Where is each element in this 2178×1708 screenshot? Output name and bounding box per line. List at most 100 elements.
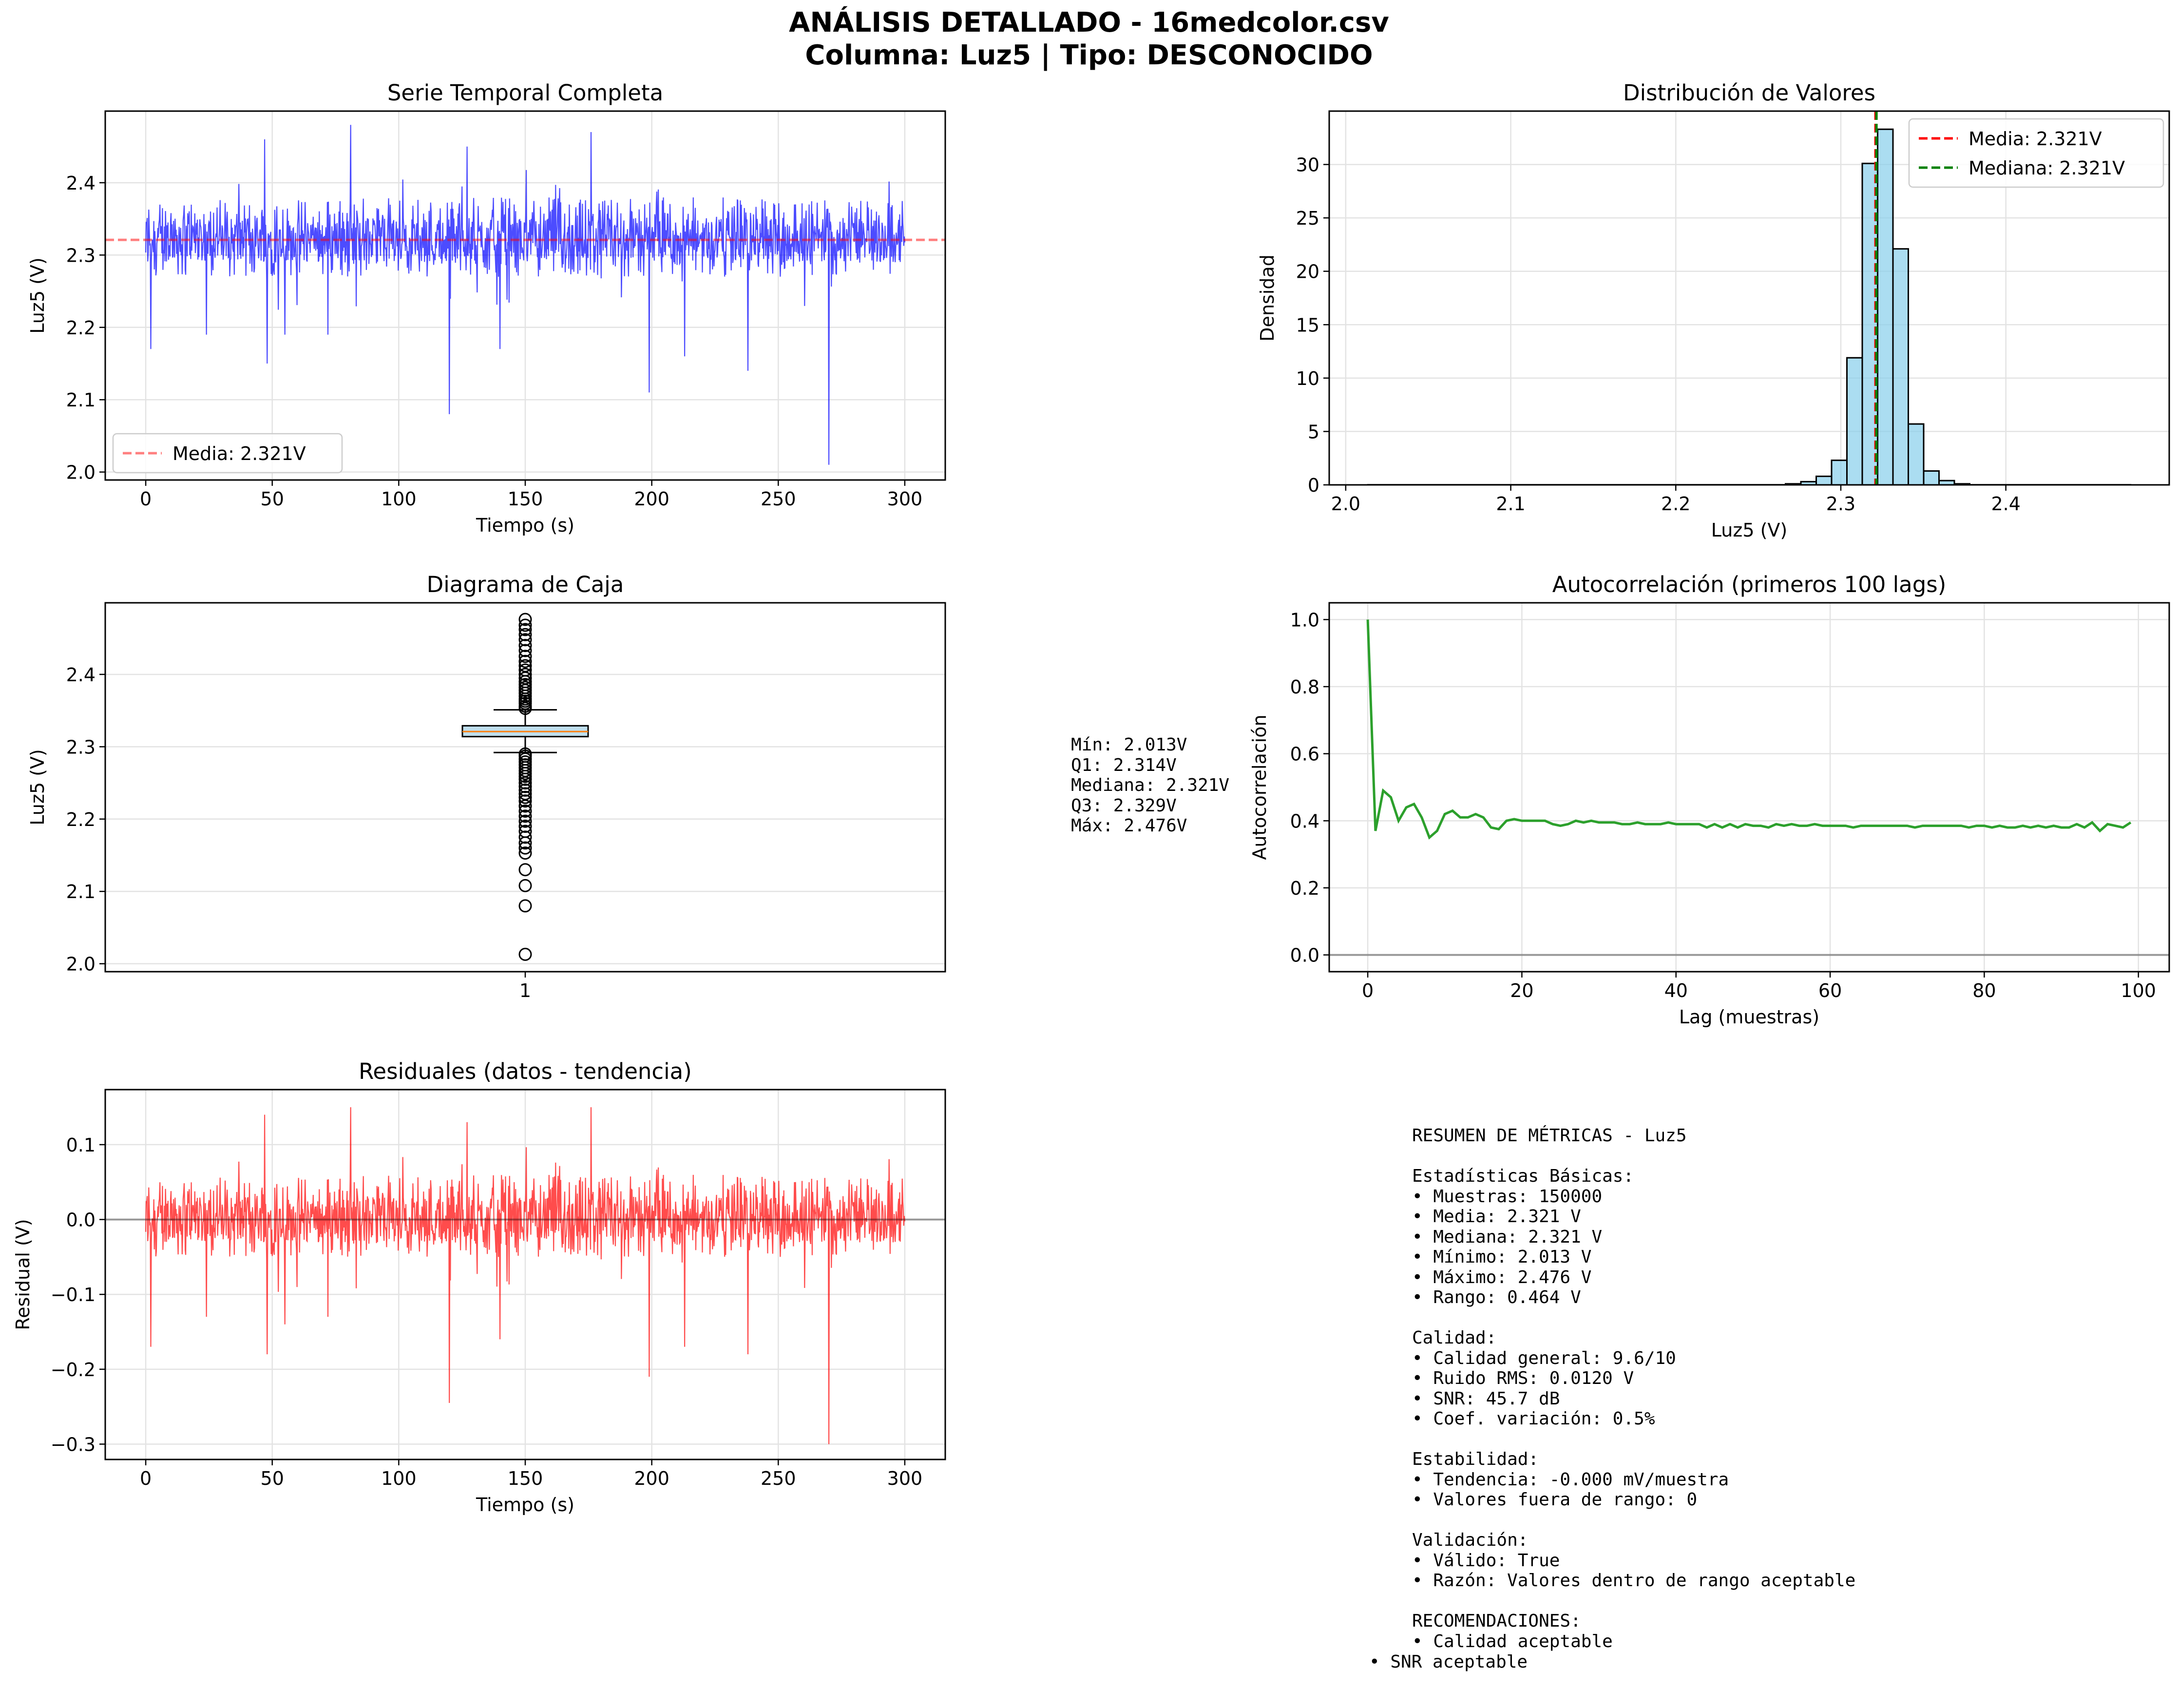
y-tick-label: 0.2 (1290, 878, 1319, 899)
outlier-point (518, 772, 532, 786)
y-tick-label: 1.0 (1290, 609, 1319, 631)
histogram-bar (1908, 423, 1925, 486)
summary-line: • Coef. variación: 0.5% (1412, 1409, 1655, 1429)
summary-line: • Válido: True (1412, 1550, 1560, 1571)
outlier-point (518, 623, 532, 636)
summary-line (1412, 1591, 1855, 1612)
x-tick-label: 20 (1510, 980, 1533, 1001)
summary-line: • Calidad general: 9.6/10 (1412, 1348, 1676, 1368)
x-tick-label: 40 (1664, 980, 1688, 1001)
outlier-point (518, 799, 532, 813)
x-tick-label: 60 (1818, 980, 1842, 1001)
legend-label: Media: 2.321V (1968, 128, 2102, 150)
y-tick-label: 0 (1308, 475, 1319, 496)
outlier-point (518, 820, 532, 833)
summary-line: RESUMEN DE MÉTRICAS - Luz5 (1412, 1126, 1687, 1146)
x-tick-label: 300 (887, 488, 923, 510)
summary-line: • Mínimo: 2.013 V (1412, 1247, 1592, 1267)
outlier-point (518, 814, 532, 828)
outlier-point (518, 804, 532, 818)
histogram-bar (1923, 470, 1940, 486)
histogram-bar (1877, 128, 1894, 486)
y-tick-label: 0.6 (1290, 744, 1319, 765)
outlier-point (518, 639, 532, 652)
summary-line (1412, 1146, 1855, 1167)
x-tick-label: 100 (381, 488, 417, 510)
autocorrelation-line (1366, 619, 2132, 840)
legend-box (1908, 118, 2164, 188)
y-axis-label: Densidad (1257, 254, 1278, 342)
y-tick-label: 2.1 (66, 881, 96, 902)
plot-frame (1328, 602, 2170, 973)
outlier-point (518, 663, 532, 677)
outlier-point (518, 650, 532, 663)
x-tick-label: 200 (634, 1468, 669, 1489)
summary-line: Validación: (1412, 1530, 1528, 1550)
y-axis-label: Luz5 (V) (27, 257, 48, 333)
chart-0: 2.0 2.1 2.2 2.3 2.4 0 50 100 150 200 250 300 Serie T… (27, 80, 946, 536)
outlier-point (518, 659, 532, 672)
plot-frame (104, 602, 946, 973)
outlier-point (518, 783, 532, 797)
summary-line: • Calidad aceptable (1412, 1631, 1613, 1651)
x-tick-label: 2.0 (1331, 493, 1360, 515)
summary-line: • Ruido RMS: 0.0120 V (1412, 1368, 1634, 1388)
histogram-bar (1831, 460, 1848, 486)
x-tick-label: 0 (140, 1468, 152, 1489)
outlier-point (518, 809, 532, 823)
x-tick-label: 150 (508, 1468, 543, 1489)
summary-line (1412, 1429, 1855, 1450)
chart-title: Diagrama de Caja (427, 572, 624, 597)
summary-line: • Máximo: 2.476 V (1412, 1267, 1592, 1287)
box-stats-line: Máx: 2.476V (1071, 816, 1187, 836)
summary-line: • Rango: 0.464 V (1412, 1287, 1581, 1307)
y-tick-label: 2.2 (66, 317, 96, 339)
summary-line: Estadísticas Básicas: (1412, 1166, 1634, 1186)
y-tick-label: 2.4 (66, 664, 96, 686)
chart-4: −0.3 −0.2 −0.1 0.0 0.1 0 50 100 150 200 250 300 Resi… (12, 1058, 946, 1516)
y-tick-label: 10 (1296, 368, 1319, 389)
y-tick-label: 20 (1296, 261, 1319, 283)
y-tick-label: −0.1 (51, 1284, 96, 1305)
outlier-point (518, 899, 532, 913)
histogram-bar (1815, 475, 1833, 486)
chart-2: 1 2.0 2.1 2.2 2.3 2.4 Diagrama de Caja Luz5 (V) (27, 572, 946, 1001)
box-stats-line: Q3: 2.329V (1071, 795, 1177, 816)
outlier-point (518, 841, 532, 855)
x-tick-label: 2.3 (1826, 493, 1855, 515)
y-tick-label: 2.4 (66, 173, 96, 194)
x-tick-label: 0 (1362, 980, 1374, 1001)
figure-title-line1: ANÁLISIS DETALLADO - 16medcolor.csv (789, 7, 1389, 38)
metrics-summary-text: RESUMEN DE MÉTRICAS - Luz5 Estadísticas B… (1412, 1126, 1855, 1651)
summary-line: • Valores fuera de rango: 0 (1412, 1490, 1698, 1510)
y-tick-label: 0.0 (66, 1209, 96, 1231)
y-tick-label: 2.2 (66, 809, 96, 830)
y-tick-label: 2.1 (66, 389, 96, 411)
y-tick-label: 2.3 (66, 736, 96, 758)
summary-line: Estabilidad: (1412, 1449, 1539, 1469)
legend-box (112, 433, 343, 474)
outlier-point (518, 633, 532, 647)
series-line-residual (145, 1107, 905, 1444)
outlier-point (518, 794, 532, 808)
histogram-bar (1861, 162, 1879, 486)
y-axis-label: Luz5 (V) (27, 749, 48, 825)
y-tick-label: 30 (1296, 154, 1319, 176)
box-stats-line: Mediana: 2.321V (1071, 775, 1230, 795)
y-tick-label: 5 (1308, 421, 1319, 442)
summary-line: RECOMENDACIONES: (1412, 1611, 1581, 1631)
outlier-point (518, 879, 532, 892)
chart-3: 0.0 0.2 0.4 0.6 0.8 1.0 0 20 40 60 80 100 Autocorrel… (1249, 572, 2170, 1028)
chart-title: Distribución de Valores (1623, 80, 1875, 106)
x-tick-label: 2.1 (1496, 493, 1525, 515)
summary-line: • Muestras: 150000 (1412, 1186, 1603, 1207)
outlier-point (518, 776, 532, 790)
legend-label: Mediana: 2.321V (1968, 157, 2125, 179)
outlier-point (518, 644, 532, 657)
outlier-point (518, 618, 532, 632)
x-tick-label: 150 (508, 488, 543, 510)
x-tick-label: 100 (381, 1468, 417, 1489)
outlier-point (518, 790, 532, 804)
y-tick-label: 2.0 (66, 954, 96, 975)
x-tick-label: 300 (887, 1468, 923, 1489)
